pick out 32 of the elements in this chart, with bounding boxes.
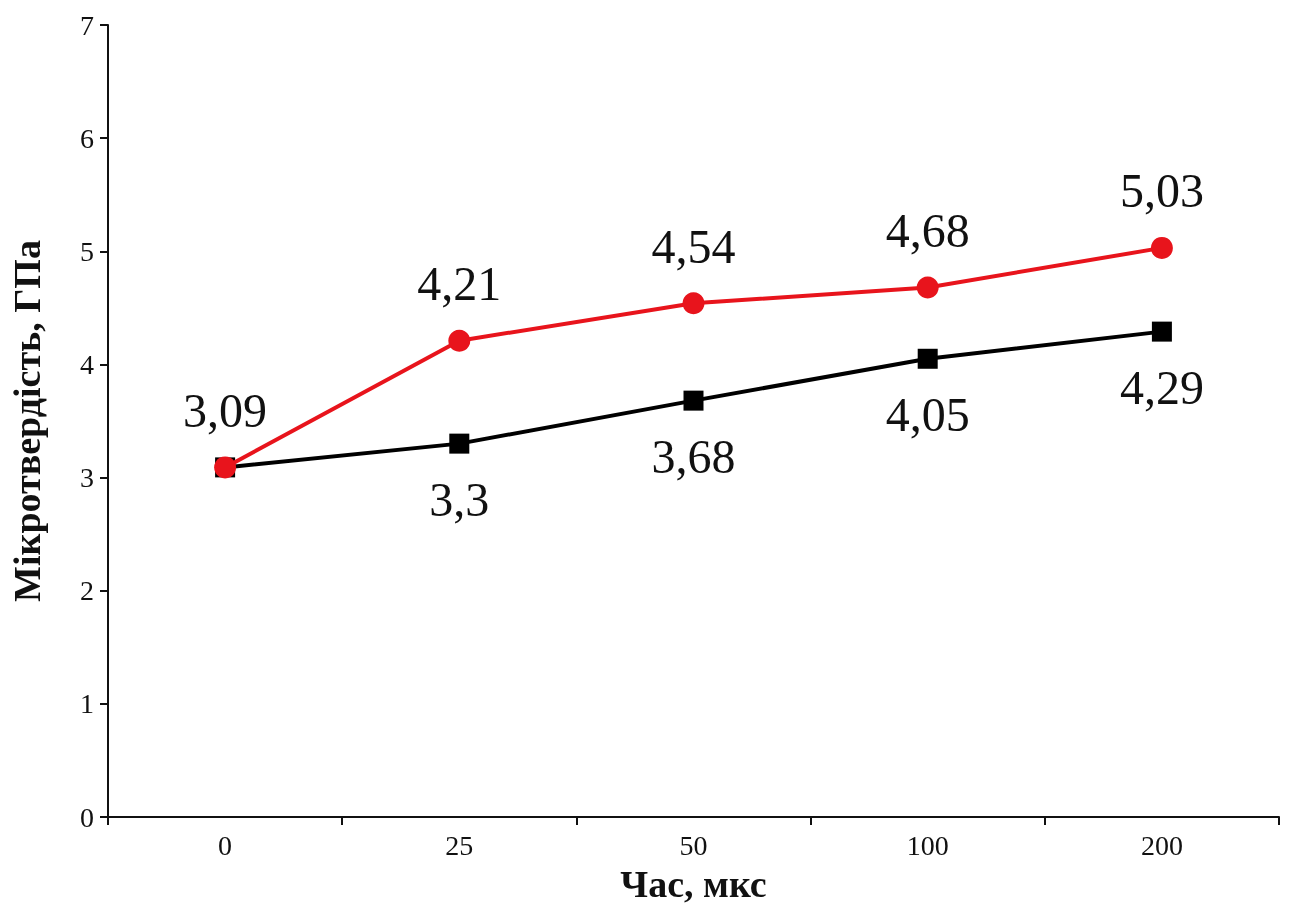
y-tick-label: 0: [80, 801, 94, 833]
point: [682, 292, 705, 315]
x-tick-label: 0: [218, 829, 233, 861]
data-label: 3,68: [651, 430, 736, 484]
point: [916, 276, 939, 299]
x-tick-label: 25: [445, 829, 474, 861]
data-label: 4,29: [1119, 361, 1204, 415]
point: [683, 390, 704, 411]
point: [448, 329, 471, 352]
y-tick-label: 2: [80, 575, 94, 607]
data-label: 5,03: [1119, 164, 1204, 218]
x-tick-label: 100: [906, 829, 949, 861]
point: [449, 433, 470, 454]
y-tick-label: 7: [80, 9, 94, 41]
y-tick-label: 3: [80, 462, 94, 494]
point: [917, 348, 938, 369]
data-label: 3,09: [183, 383, 268, 437]
data-label: 4,54: [651, 219, 736, 273]
y-tick-label: 4: [80, 348, 94, 380]
data-label: 3,3: [429, 473, 490, 527]
y-tick-label: 6: [80, 122, 94, 154]
y-tick-label: 5: [80, 235, 94, 267]
x-tick-label: 200: [1140, 829, 1183, 861]
x-axis-title: Час, мкс: [620, 863, 767, 905]
point: [1150, 236, 1173, 259]
y-axis-title: Мікротвердість, ГПа: [6, 240, 48, 602]
data-label: 4,68: [885, 203, 970, 257]
data-label: 4,05: [885, 388, 970, 442]
x-tick-label: 50: [679, 829, 708, 861]
point: [1151, 321, 1172, 342]
data-label: 4,21: [417, 257, 502, 311]
y-tick-label: 1: [80, 688, 94, 720]
